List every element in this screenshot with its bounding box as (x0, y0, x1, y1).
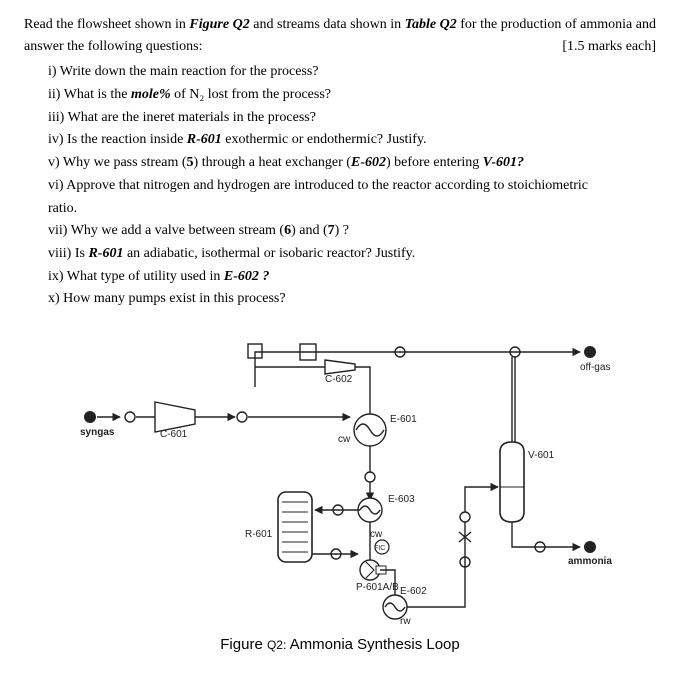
questions-list: i) Write down the main reaction for the … (24, 61, 656, 310)
question-vi-cont: ratio. (48, 198, 656, 220)
question-v: v) Why we pass stream (5) through a heat… (48, 152, 656, 174)
label-fic: FIC (374, 545, 385, 552)
label-c601: C-601 (160, 429, 188, 440)
question-iii: iii) What are the ineret materials in th… (48, 107, 656, 129)
intro-table-ref: Table Q2 (405, 17, 457, 32)
flowsheet-diagram: off-gas syngas C-601 C-602 E-601 cw E-60… (24, 322, 656, 656)
label-p601: P-601A/B (356, 582, 399, 593)
question-x: x) How many pumps exist in this process? (48, 288, 656, 310)
question-vi: vi) Approve that nitrogen and hydrogen a… (48, 175, 656, 197)
label-r601: R-601 (245, 529, 273, 540)
label-cw2: cw (370, 529, 383, 540)
flowchart-svg: off-gas syngas C-601 C-602 E-601 cw E-60… (60, 322, 620, 627)
intro-figure-ref: Figure Q2 (189, 17, 249, 32)
question-vii: vii) Why we add a valve between stream (… (48, 220, 656, 242)
label-ammonia: ammonia (568, 556, 612, 567)
label-c602: C-602 (325, 374, 353, 385)
label-rw: rw (400, 616, 411, 627)
label-e602: E-602 (400, 586, 427, 597)
marks-label: [1.5 marks each] (562, 36, 656, 58)
label-cw1: cw (338, 434, 351, 445)
question-iv: iv) Is the reaction inside R-601 exother… (48, 129, 656, 151)
question-ii: ii) What is the mole% of N₂ lost from th… (48, 84, 656, 106)
label-e601: E-601 (390, 414, 417, 425)
label-offgas: off-gas (580, 362, 610, 373)
intro-paragraph: Read the flowsheet shown in Figure Q2 an… (24, 14, 656, 57)
intro-text-c: and streams data shown in (250, 17, 405, 32)
label-v601: V-601 (528, 450, 555, 461)
question-ix: ix) What type of utility used in E-602 ? (48, 266, 656, 288)
label-syngas: syngas (80, 427, 115, 438)
question-viii: viii) Is R-601 an adiabatic, isothermal … (48, 243, 656, 265)
question-i: i) Write down the main reaction for the … (48, 61, 656, 83)
figure-caption: Figure Q2: Ammonia Synthesis Loop (24, 633, 656, 656)
label-e603: E-603 (388, 494, 415, 505)
intro-text-a: Read the flowsheet shown in (24, 17, 189, 32)
